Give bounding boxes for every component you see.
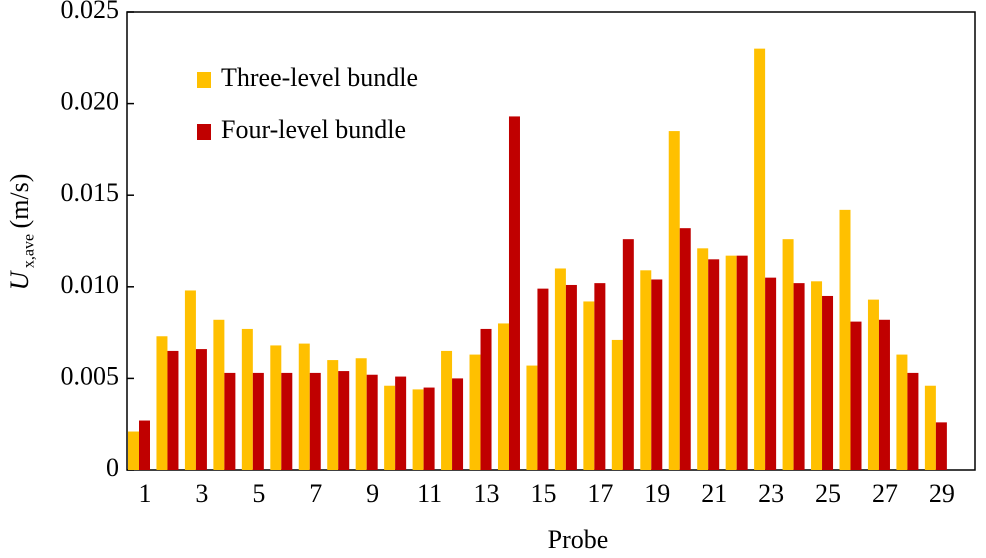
bar [167,350,179,470]
plot-frame [126,11,976,471]
x-tick-label: 27 [872,479,898,508]
y-tick-label: 0.005 [61,361,120,390]
y-label-subscript: x,ave [21,234,38,268]
bar [480,328,492,470]
x-tick-label: 9 [366,479,379,508]
bar [497,323,509,470]
bar [594,283,606,470]
bar [896,354,908,470]
bar [224,372,236,470]
y-label-symbol: U [5,269,34,290]
bar [754,48,766,470]
bar [708,259,720,470]
bar [782,239,794,470]
y-tick-label: 0.020 [61,87,120,116]
x-tick-label: 11 [417,479,442,508]
bar [252,372,264,470]
legend-label: Three-level bundle [221,63,418,92]
bar [622,239,634,470]
bar [924,385,936,470]
x-tick-label: 15 [530,479,556,508]
bar [184,290,196,470]
bar [565,284,577,470]
bar [195,349,207,470]
x-tick-label: 17 [587,479,613,508]
bar [156,336,168,470]
bar [412,389,424,470]
y-tick-label: 0.015 [61,178,120,207]
x-tick-label: 7 [309,479,322,508]
bar [139,420,150,470]
bar [355,358,367,470]
bar [537,288,549,470]
x-tick-label: 5 [252,479,265,508]
legend-swatch [197,124,211,140]
bar [384,385,396,470]
bar [395,376,407,470]
bar [867,299,879,470]
legend-swatch [197,72,211,88]
bar [423,387,435,470]
x-tick-label: 3 [195,479,208,508]
bar [309,372,321,470]
bar [725,255,737,470]
x-tick-label: 13 [474,479,500,508]
bar [839,209,851,470]
bar [611,339,623,470]
bar [907,372,919,470]
bar [241,328,253,470]
bar [508,116,520,470]
x-axis-label: Probe [548,525,609,554]
bar [583,301,595,470]
x-tick-label: 19 [644,479,670,508]
bar [793,283,805,470]
bar [452,378,464,470]
bar [697,248,709,470]
x-tick-label: 23 [758,479,784,508]
bar [554,268,566,470]
bar [213,319,225,470]
bar [811,281,823,470]
x-tick-label: 29 [929,479,955,508]
bar [327,360,339,470]
bar [679,228,691,470]
y-tick-label: 0.010 [61,270,120,299]
x-tick-label: 25 [815,479,841,508]
bar [640,270,652,470]
y-axis-label: U x,ave (m/s) [5,174,38,291]
bar [526,365,538,470]
bar [298,343,310,470]
bar [822,295,834,470]
bar [270,345,282,470]
bar [765,277,777,470]
x-tick-label: 21 [701,479,727,508]
bar [469,354,481,470]
bar [281,372,293,470]
bar [338,371,350,470]
bar [850,321,862,470]
bar [651,279,663,470]
x-tick-label: 1 [139,479,152,508]
y-tick-label: 0 [106,453,119,482]
bar [128,431,139,470]
bar [366,374,378,470]
y-label-unit: (m/s) [5,174,34,229]
bar [935,422,947,470]
y-tick-label: 0.025 [61,0,120,24]
bar [736,255,748,470]
legend-label: Four-level bundle [221,115,406,144]
bar [668,131,680,470]
bar [441,350,453,470]
bar [878,319,890,470]
